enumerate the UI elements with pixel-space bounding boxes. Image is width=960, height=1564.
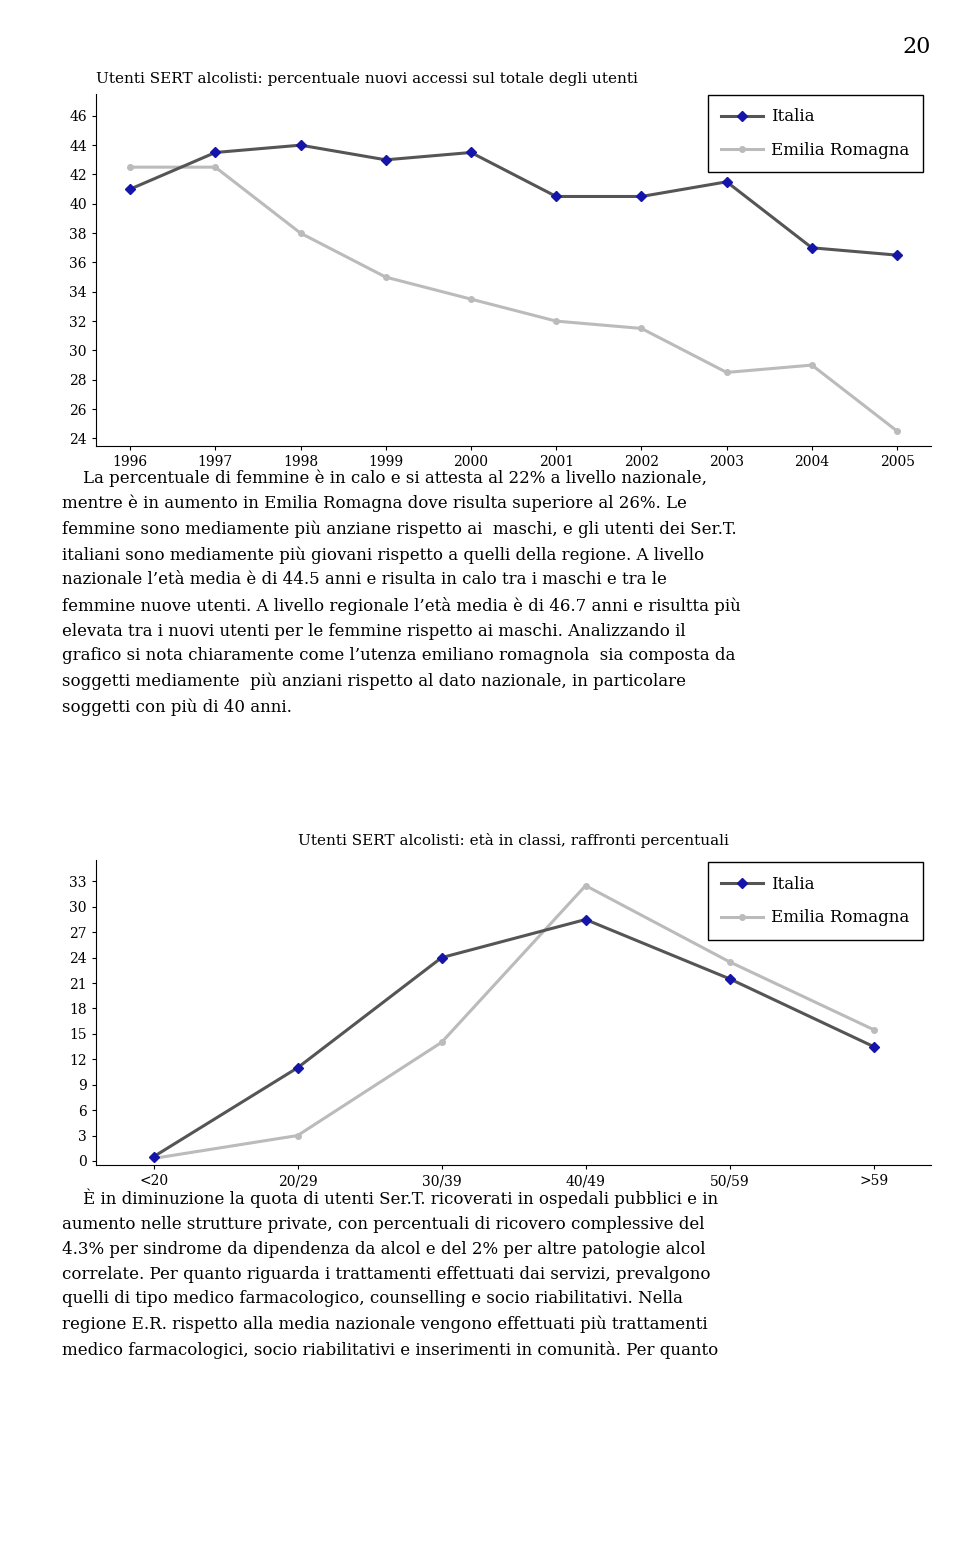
Text: Utenti SERT alcolisti: percentuale nuovi accessi sul totale degli utenti: Utenti SERT alcolisti: percentuale nuovi… <box>96 72 637 86</box>
Text: La percentuale di femmine è in calo e si attesta al 22% a livello nazionale,
men: La percentuale di femmine è in calo e si… <box>62 469 741 715</box>
Text: 20: 20 <box>902 36 931 58</box>
Legend: Italia, Emilia Romagna: Italia, Emilia Romagna <box>708 862 923 940</box>
Text: Utenti SERT alcolisti: età in classi, raffronti percentuali: Utenti SERT alcolisti: età in classi, ra… <box>299 832 729 848</box>
Text: È in diminuzione la quota di utenti Ser.T. ricoverati in ospedali pubblici e in
: È in diminuzione la quota di utenti Ser.… <box>62 1189 719 1359</box>
Legend: Italia, Emilia Romagna: Italia, Emilia Romagna <box>708 95 923 172</box>
